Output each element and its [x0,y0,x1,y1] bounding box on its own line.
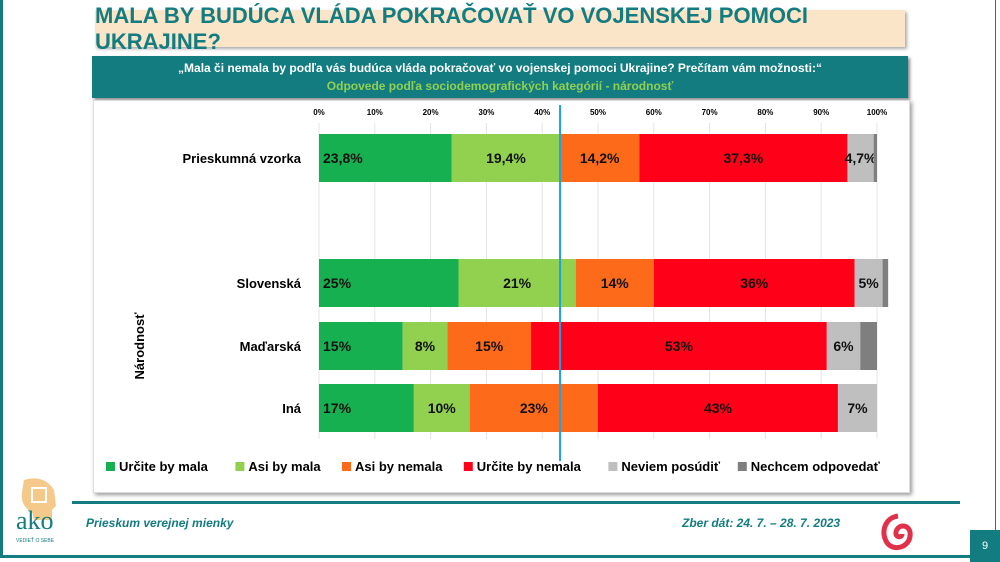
bar-segment [854,259,883,307]
legend-swatch [608,462,618,471]
tick-label: 70% [702,108,718,117]
bar-segment [413,384,470,432]
bar-segment [598,384,838,432]
group-label: Národnosť [132,312,147,380]
footer-date: Zber dát: 24. 7. – 28. 7. 2023 [682,516,841,530]
bar-segment [575,259,654,307]
data-label: 17% [323,400,352,416]
tick-label: 40% [534,108,550,117]
logo-tagline: VEDIEŤ O SEBE [16,538,55,544]
bar-segment [469,384,598,432]
data-label: 23,8% [323,150,363,166]
data-label: 53% [665,338,694,354]
data-label: 8% [415,338,436,354]
bar-segment [860,322,877,370]
bar-segment [837,384,877,432]
legend-swatch [342,462,351,471]
bar-segment [319,322,403,370]
slide-title: MALA BY BUDÚCA VLÁDA POKRAČOVAŤ VO VOJEN… [95,3,905,54]
bar-segment [319,384,414,432]
tick-label: 0% [313,108,325,117]
bar-segment [447,322,532,370]
legend-item: Nechcem odpovedať [751,459,881,474]
data-label: 14,2% [580,150,620,166]
bar-segment [560,134,640,182]
data-label: 36% [740,275,769,291]
question-text: „Mala či nemala by podľa vás budúca vlád… [178,61,822,75]
data-label: 37,3% [724,150,764,166]
bar-segment [451,134,561,182]
data-label: 15% [323,338,352,354]
legend-item: Neviem posúdiť [621,459,720,474]
legend-item: Asi by mala [248,459,321,474]
bar-segment [653,259,855,307]
bar-segment [458,259,576,307]
category-label: Slovenská [237,276,302,291]
data-label: 23% [520,400,549,416]
chart-area: 0% 10% 20% 30% 40% 50% 60% 70% 80% 90% 100% Priesku… [93,100,910,493]
head-icon [21,478,56,520]
category-label: Iná [282,401,302,416]
bar-segment [319,259,459,307]
data-label: 4,7% [845,150,877,166]
bar-segment [882,259,889,307]
bar-segment [873,134,877,182]
data-label: 5% [859,275,880,291]
bar-segment [639,134,848,182]
tick-label: 80% [757,108,773,117]
logo-text: ako [16,506,54,535]
legend-item: Určite by nemala [477,459,582,474]
tick-label: 60% [646,108,662,117]
tick-label: 10% [367,108,383,117]
tick-label: 50% [590,108,606,117]
question-banner: „Mala či nemala by podľa vás budúca vlád… [92,56,908,98]
legend-swatch [235,462,245,471]
footer-survey-name: Prieskum verejnej mienky [86,516,234,530]
footer-divider [72,501,960,504]
category-label: Prieskumná vzorka [182,151,301,166]
bar-segment [847,134,874,182]
tick-label: 20% [423,108,439,117]
category-label: Maďarská [240,339,302,354]
page-number: 9 [970,530,1000,562]
tick-label: 90% [813,108,829,117]
tick-label: 30% [478,108,494,117]
data-label: 10% [428,400,457,416]
data-label: 43% [704,400,733,416]
data-label: 6% [833,338,854,354]
legend-item: Určite by mala [119,459,209,474]
ako-logo: ako VEDIEŤ O SEBE [12,476,72,548]
legend-swatch [463,462,473,471]
tick-label: 100% [867,108,887,117]
bar-segment [531,322,827,370]
legend-swatch [737,462,747,471]
stacked-bar-chart: 0% 10% 20% 30% 40% 50% 60% 70% 80% 90% 100% Priesku… [106,105,889,474]
legend-swatch [106,462,115,471]
data-label: 25% [323,275,352,291]
data-label: 7% [847,400,868,416]
data-label: 15% [475,338,504,354]
bar-segment [402,322,448,370]
data-label: 19,4% [486,150,526,166]
bar-segment [826,322,861,370]
bar-segment [319,134,452,182]
subtitle: Odpovede podľa sociodemografických kateg… [326,79,674,93]
data-label: 14% [601,275,630,291]
swirl-logo-icon [881,513,913,550]
data-label: 21% [503,275,532,291]
legend-item: Asi by nemala [355,459,443,474]
